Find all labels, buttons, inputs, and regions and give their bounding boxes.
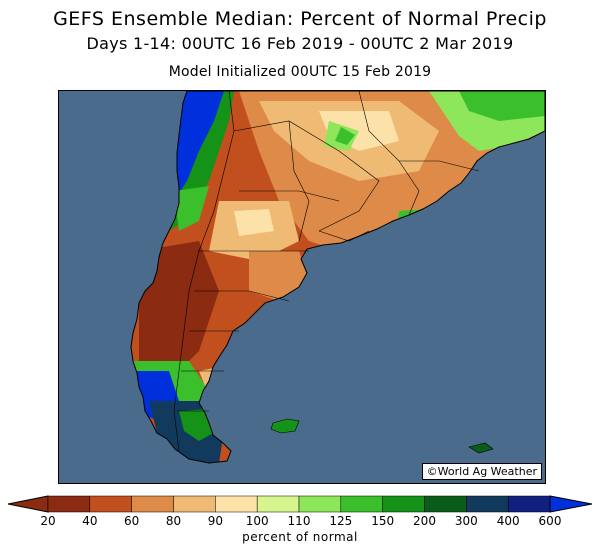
colorbar-swatch (89, 495, 132, 513)
colorbar-tick-label: 20 (40, 514, 56, 528)
map-subtitle: Days 1-14: 00UTC 16 Feb 2019 - 00UTC 2 M… (86, 34, 514, 53)
colorbar-swatch (507, 495, 551, 513)
colorbar-swatch (256, 495, 300, 513)
colorbar-swatch (173, 495, 216, 513)
colorbar-tick-label: 80 (165, 514, 182, 528)
colorbar-swatch (466, 495, 509, 513)
colorbar-tick-label: 150 (371, 514, 395, 528)
colorbar-arrow-right (549, 495, 593, 513)
colorbar-swatch (382, 495, 425, 513)
colorbar-label: percent of normal (242, 530, 358, 544)
colorbar-tick-label: 40 (82, 514, 98, 528)
colorbar-tick-label: 200 (413, 514, 436, 528)
colorbar-swatch (298, 495, 342, 513)
colorbar (7, 495, 593, 513)
borders (173, 91, 480, 452)
colorbar-tick-label: 60 (124, 514, 140, 528)
colorbar-swatch (215, 495, 258, 513)
colorbar-tick-label: 100 (245, 514, 269, 528)
colorbar-tick-label: 600 (538, 514, 562, 528)
map-title: GEFS Ensemble Median: Percent of Normal … (53, 8, 547, 30)
colorbar-tick-label: 400 (496, 514, 520, 528)
precip-map: ©World Ag Weather (58, 90, 546, 484)
coastline (130, 91, 545, 464)
colorbar-swatch (131, 495, 174, 513)
colorbar-tick-label: 90 (207, 514, 223, 528)
falkland-islands (270, 418, 300, 434)
colorbar-swatch (424, 495, 467, 513)
colorbar-arrow-left (7, 495, 49, 513)
colorbar-tick-label: 300 (454, 514, 478, 528)
map-svg (59, 91, 545, 483)
south-georgia-island (468, 442, 494, 454)
colorbar-swatch (47, 495, 91, 513)
colorbar-tick-label: 125 (329, 514, 353, 528)
credit-label: ©World Ag Weather (421, 463, 542, 480)
model-init-label: Model Initialized 00UTC 15 Feb 2019 (168, 64, 432, 80)
colorbar-tick-label: 110 (287, 514, 311, 528)
colorbar-swatch (340, 495, 383, 513)
